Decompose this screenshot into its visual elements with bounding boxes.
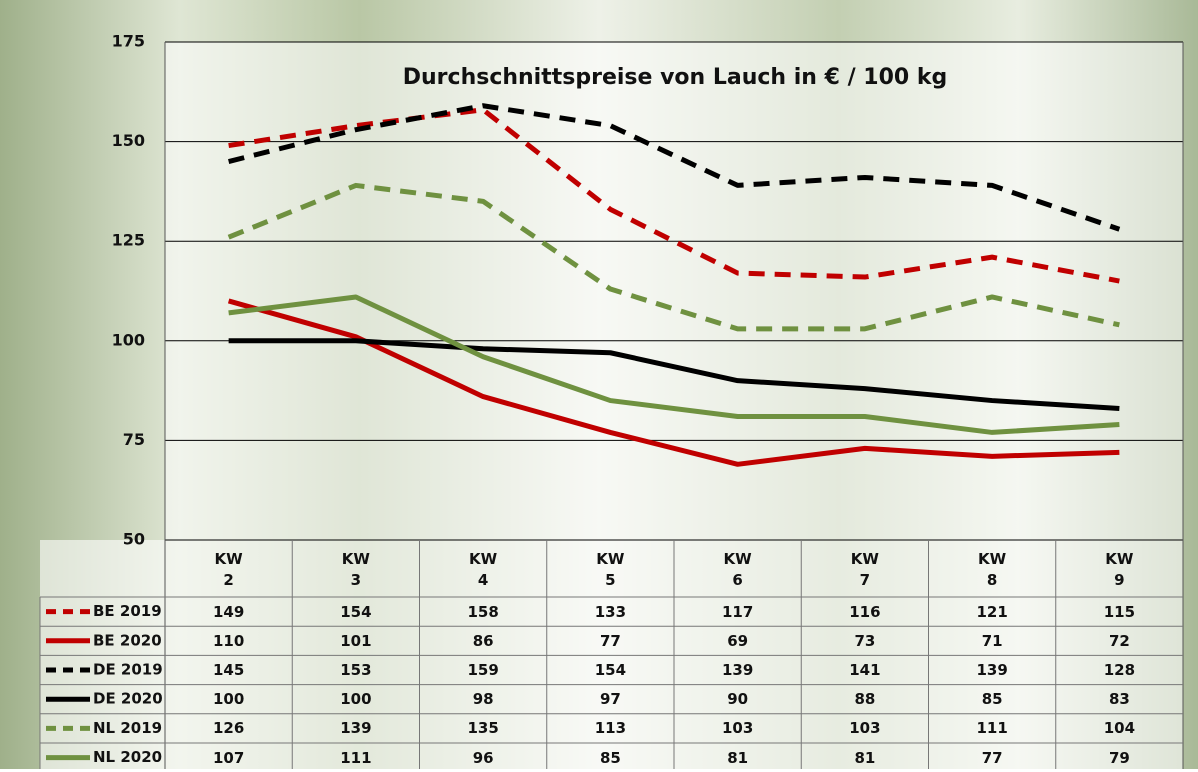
table-value: 117: [721, 602, 754, 621]
table-value: 135: [467, 719, 499, 738]
table-value: 103: [849, 719, 881, 738]
table-value: 85: [599, 748, 621, 767]
series-line: [228, 107, 1120, 284]
table-value: 126: [212, 719, 245, 738]
table-value: 103: [721, 719, 754, 738]
category-label: KW 8: [978, 550, 1007, 589]
series-line: [228, 294, 1120, 435]
y-tick-label: 175: [112, 32, 145, 51]
table-value: 88: [854, 690, 876, 709]
table-value: 101: [340, 631, 372, 650]
category-label: KW 4: [469, 550, 498, 589]
category-label: KW 5: [596, 550, 625, 589]
table-value: 100: [212, 690, 245, 709]
table-value: 121: [976, 602, 1008, 621]
legend-label: BE 2020: [93, 631, 162, 649]
table-value: 104: [1103, 719, 1136, 738]
table-value: 133: [594, 602, 627, 621]
table-value: 71: [981, 631, 1003, 650]
table-value: 110: [212, 631, 245, 650]
table-value: 141: [849, 660, 881, 679]
table-value: 97: [599, 690, 621, 709]
table-value: 154: [594, 660, 627, 679]
table-value: 113: [594, 719, 627, 738]
table-value: 79: [1108, 748, 1130, 767]
plot-area: [165, 42, 1183, 540]
series-line: [228, 338, 1120, 412]
series-line: [227, 182, 1120, 332]
table-value: 158: [467, 602, 499, 621]
table-value: 96: [472, 748, 494, 767]
table-value: 115: [1103, 602, 1136, 621]
table-value: 139: [340, 719, 372, 738]
y-tick-label: 125: [112, 231, 145, 250]
table-value: 72: [1108, 631, 1130, 650]
category-label: KW 9: [1105, 550, 1134, 589]
chart-title: Durchschnittspreise von Lauch in € / 100…: [403, 65, 948, 90]
legend-label: NL 2019: [93, 719, 162, 737]
table-value: 154: [340, 602, 372, 621]
table-value: 111: [340, 748, 372, 767]
table-value: 86: [472, 631, 494, 650]
legend-label: BE 2019: [93, 602, 162, 620]
category-label: KW 3: [341, 550, 370, 589]
table-value: 85: [981, 690, 1003, 709]
table-value: 77: [599, 631, 621, 650]
y-tick-label: 150: [112, 131, 145, 150]
legend-label: DE 2020: [93, 690, 163, 708]
category-label: KW 7: [850, 550, 879, 589]
table-value: 77: [981, 748, 1003, 767]
table-value: 98: [472, 690, 494, 709]
table-value: 149: [212, 602, 245, 621]
table-value: 100: [340, 690, 372, 709]
table-value: 83: [1108, 690, 1130, 709]
table-value: 139: [721, 660, 754, 679]
table-value: 81: [727, 748, 749, 767]
category-label: KW 6: [723, 550, 752, 589]
legend-label: DE 2019: [93, 661, 163, 679]
table-value: 153: [340, 660, 372, 679]
y-tick-label: 75: [123, 430, 145, 449]
series-line: [228, 103, 1121, 232]
table-value: 81: [854, 748, 876, 767]
table-value: 139: [976, 660, 1008, 679]
y-tick-label: 100: [112, 330, 145, 349]
y-tick-label: 50: [123, 530, 145, 549]
table-value: 107: [212, 748, 245, 767]
table-value: 73: [854, 631, 876, 650]
legend-label: NL 2020: [93, 748, 162, 766]
table-value: 90: [727, 690, 749, 709]
table-value: 128: [1103, 660, 1136, 679]
category-label: KW 2: [214, 550, 243, 589]
table-value: 69: [727, 631, 749, 650]
table-value: 111: [976, 719, 1008, 738]
series-line: [227, 298, 1120, 467]
table-value: 116: [849, 602, 881, 621]
table-value: 159: [467, 660, 499, 679]
table-area: [40, 540, 1183, 769]
table-value: 145: [212, 660, 245, 679]
